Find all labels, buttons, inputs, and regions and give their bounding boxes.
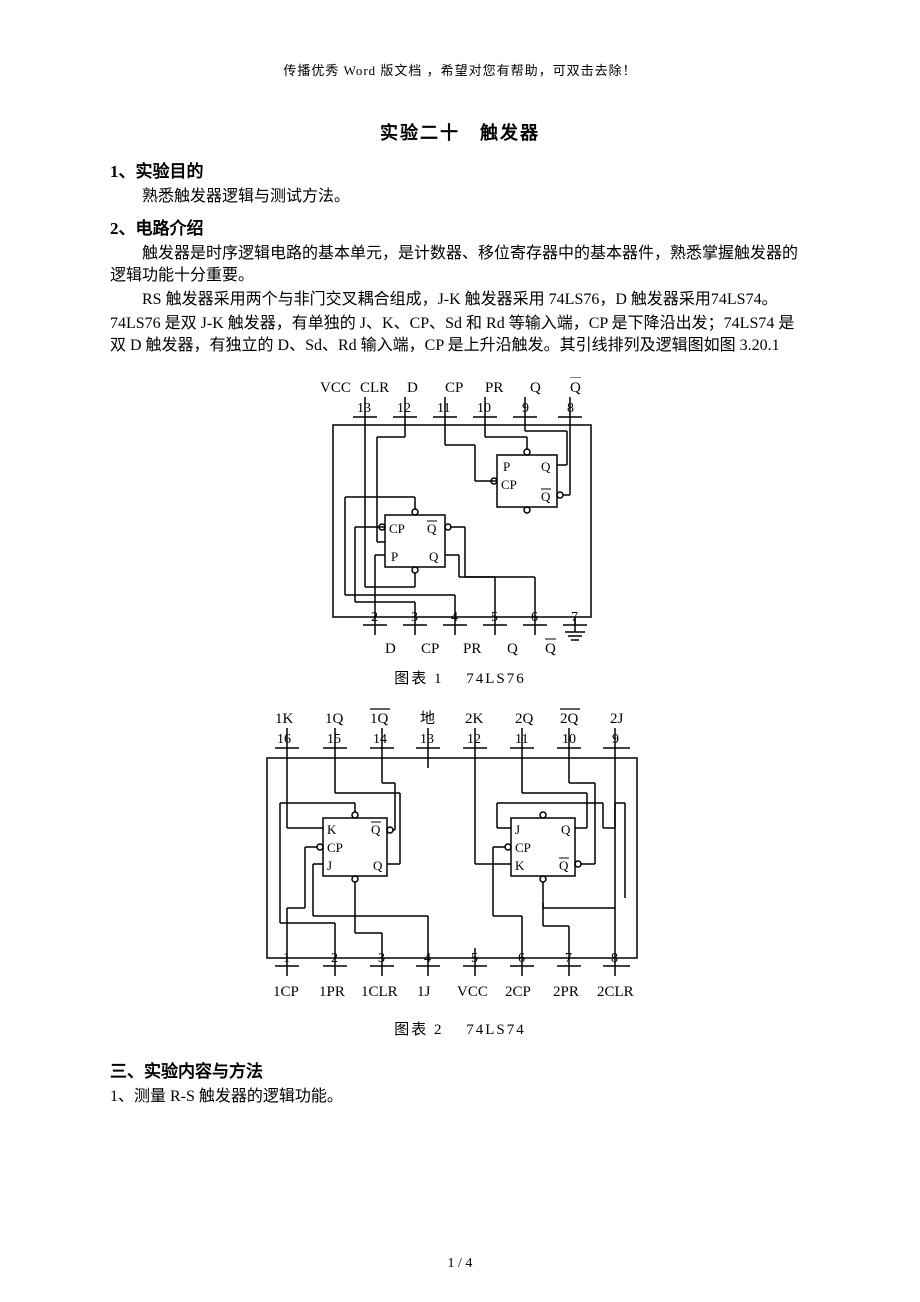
svg-text:Q: Q xyxy=(541,489,551,504)
svg-text:Q: Q xyxy=(427,521,437,536)
svg-text:D: D xyxy=(385,641,396,657)
svg-text:2PR: 2PR xyxy=(553,984,579,1000)
svg-text:12: 12 xyxy=(397,401,411,416)
svg-text:8: 8 xyxy=(611,951,618,966)
svg-text:CP: CP xyxy=(421,641,439,657)
svg-text:2: 2 xyxy=(371,610,378,625)
svg-text:Q: Q xyxy=(373,858,383,873)
svg-text:7: 7 xyxy=(565,951,572,966)
svg-text:Q: Q xyxy=(561,822,571,837)
header-note: 传播优秀 Word 版文档 ，希望对您有帮助，可双击去除！ xyxy=(110,60,810,79)
svg-text:CP: CP xyxy=(327,840,343,855)
section-3-p1: 1、测量 R-S 触发器的逻辑功能。 xyxy=(110,1086,810,1108)
svg-text:J: J xyxy=(327,858,332,873)
section-2-p3: 74LS76 是双 J-K 触发器，有单独的 J、K、CP、Sd 和 Rd 等输… xyxy=(110,313,810,357)
figure-2-caption: 图表 2 74LS74 xyxy=(110,1018,810,1039)
svg-text:Q: Q xyxy=(429,549,439,564)
svg-text:PR: PR xyxy=(485,380,503,396)
svg-text:地: 地 xyxy=(420,710,435,727)
svg-text:13: 13 xyxy=(420,732,434,747)
svg-text:5: 5 xyxy=(491,610,498,625)
figure-1-74ls76: VCC CLR D CP PR Q Q 13 12 11 10 9 8 P Q … xyxy=(285,377,635,657)
svg-text:7: 7 xyxy=(571,610,578,625)
svg-text:5: 5 xyxy=(471,951,478,966)
svg-text:12: 12 xyxy=(467,732,481,747)
svg-text:P: P xyxy=(503,459,510,474)
svg-text:2Q: 2Q xyxy=(560,711,579,727)
svg-text:K: K xyxy=(327,822,337,837)
svg-text:CP: CP xyxy=(389,521,405,536)
svg-text:4: 4 xyxy=(451,610,458,625)
svg-text:1J: 1J xyxy=(417,984,431,1000)
section-1-p1: 熟悉触发器逻辑与测试方法。 xyxy=(110,186,810,208)
svg-text:Q: Q xyxy=(570,380,581,396)
section-2-head: 2、电路介绍 xyxy=(110,214,810,239)
svg-text:P: P xyxy=(391,549,398,564)
svg-text:3: 3 xyxy=(378,951,385,966)
svg-text:CP: CP xyxy=(445,380,463,396)
svg-text:14: 14 xyxy=(373,732,387,747)
svg-text:2K: 2K xyxy=(465,711,484,727)
figure-1-caption: 图表 1 74LS76 xyxy=(110,667,810,688)
svg-text:K: K xyxy=(515,858,525,873)
svg-text:6: 6 xyxy=(518,951,525,966)
doc-title: 实验二十 触发器 xyxy=(110,119,810,145)
svg-text:Q: Q xyxy=(545,641,556,657)
svg-text:CP: CP xyxy=(501,477,517,492)
svg-text:Q: Q xyxy=(541,459,551,474)
svg-text:2: 2 xyxy=(331,951,338,966)
svg-text:1Q: 1Q xyxy=(370,711,389,727)
svg-text:2Q: 2Q xyxy=(515,711,534,727)
svg-text:Q: Q xyxy=(530,380,541,396)
svg-text:1: 1 xyxy=(283,951,290,966)
section-2-p2: RS 触发器采用两个与非门交叉耦合组成，J-K 触发器采用 74LS76，D 触… xyxy=(110,289,810,311)
svg-text:1K: 1K xyxy=(275,711,294,727)
svg-text:VCC: VCC xyxy=(320,380,351,396)
svg-text:Q: Q xyxy=(559,858,569,873)
svg-text:1Q: 1Q xyxy=(325,711,344,727)
svg-text:CP: CP xyxy=(515,840,531,855)
svg-text:3: 3 xyxy=(411,610,418,625)
svg-text:13: 13 xyxy=(357,401,371,416)
section-2-p1: 触发器是时序逻辑电路的基本单元，是计数器、移位寄存器中的基本器件，熟悉掌握触发器… xyxy=(110,243,810,287)
svg-text:VCC: VCC xyxy=(457,984,488,1000)
svg-text:J: J xyxy=(515,822,520,837)
svg-text:2J: 2J xyxy=(610,711,624,727)
section-1-head: 1、实验目的 xyxy=(110,157,810,182)
svg-text:2CP: 2CP xyxy=(505,984,531,1000)
svg-text:1CLR: 1CLR xyxy=(361,984,398,1000)
svg-text:Q: Q xyxy=(371,822,381,837)
section-3-head: 三、实验内容与方法 xyxy=(110,1057,810,1082)
svg-text:D: D xyxy=(407,380,418,396)
svg-text:Q: Q xyxy=(507,641,518,657)
svg-text:PR: PR xyxy=(463,641,481,657)
svg-text:16: 16 xyxy=(277,732,291,747)
svg-text:1CP: 1CP xyxy=(273,984,299,1000)
svg-text:6: 6 xyxy=(531,610,538,625)
svg-text:2CLR: 2CLR xyxy=(597,984,634,1000)
svg-text:10: 10 xyxy=(477,401,491,416)
figure-2-74ls74: 1K 1Q 1Q 地 2K 2Q 2Q 2J 16 15 14 13 12 11… xyxy=(245,708,675,1008)
svg-text:15: 15 xyxy=(327,732,341,747)
page-number: 1 / 4 xyxy=(0,1256,920,1272)
svg-text:11: 11 xyxy=(437,401,450,416)
svg-text:1PR: 1PR xyxy=(319,984,345,1000)
svg-text:4: 4 xyxy=(424,951,431,966)
svg-text:CLR: CLR xyxy=(360,380,389,396)
